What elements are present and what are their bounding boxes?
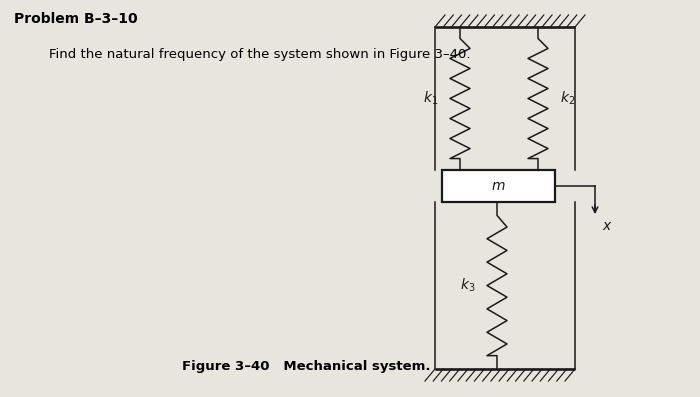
Text: $k_3$: $k_3$ [460, 277, 475, 294]
Text: Problem B–3–10: Problem B–3–10 [14, 12, 138, 26]
Text: $k_1$: $k_1$ [423, 90, 438, 107]
Text: Find the natural frequency of the system shown in Figure 3–40.: Find the natural frequency of the system… [49, 48, 470, 61]
Text: Figure 3–40   Mechanical system.: Figure 3–40 Mechanical system. [182, 360, 430, 373]
Text: $m$: $m$ [491, 179, 506, 193]
Bar [442, 170, 555, 202]
Text: $x$: $x$ [602, 219, 612, 233]
Text: $k_2$: $k_2$ [560, 90, 575, 107]
